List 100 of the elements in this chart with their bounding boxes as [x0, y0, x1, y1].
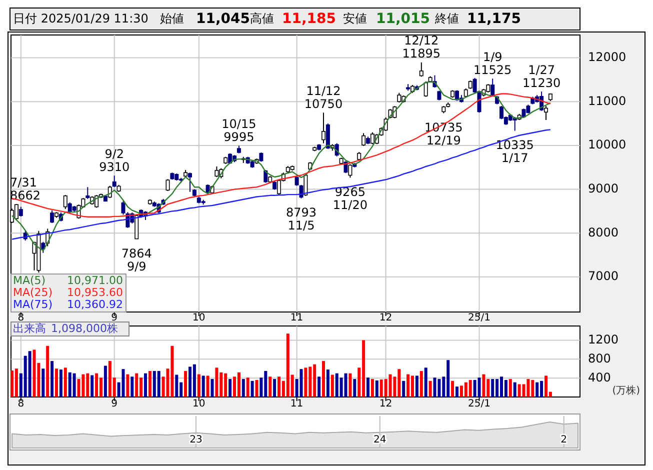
bar: [64, 368, 67, 397]
bar: [72, 373, 76, 397]
annotation: 11/12: [306, 84, 341, 98]
annotation: 10750: [304, 96, 343, 111]
bar: [348, 373, 352, 397]
bar: [130, 376, 134, 397]
x-tick-label: 2: [560, 434, 568, 446]
bar: [370, 379, 374, 397]
bar: [375, 380, 378, 397]
annotation: 10335: [496, 138, 534, 152]
bar: [215, 368, 218, 397]
bar: [175, 374, 178, 397]
bar: [433, 378, 436, 397]
annotation: 10/15: [222, 116, 256, 131]
x-tick-label: 12: [379, 398, 392, 410]
annotation: 7864: [121, 246, 152, 260]
bar: [14, 368, 18, 397]
y-tick-label: 400: [588, 370, 611, 384]
bar: [210, 379, 214, 397]
bar: [237, 372, 240, 397]
bar: [192, 364, 196, 397]
bar: [402, 380, 406, 397]
bar: [144, 373, 147, 397]
x-tick-label: 23: [190, 434, 202, 446]
bar: [438, 379, 441, 397]
bar: [482, 374, 486, 397]
annotation: 9265: [334, 184, 366, 199]
annotation: 9995: [224, 130, 254, 144]
bar: [326, 370, 330, 397]
bar: [228, 379, 232, 397]
bar: [456, 386, 458, 397]
bar: [322, 361, 325, 397]
bar: [255, 380, 258, 397]
bar: [148, 370, 152, 397]
annotation: 10,953.60: [67, 286, 123, 300]
annotation: 1/17: [501, 151, 528, 166]
bar: [206, 376, 210, 397]
y-tick-label: 11000: [588, 94, 626, 108]
x-tick-label: 24: [374, 434, 386, 446]
bar: [126, 374, 130, 397]
bar: [451, 380, 454, 397]
bar: [202, 376, 205, 397]
annotation: 10,971.00: [67, 274, 123, 288]
annotation: 9/2: [104, 146, 124, 161]
x-tick-label: 8: [18, 312, 24, 324]
bar: [504, 380, 508, 397]
bar: [513, 382, 516, 397]
annotation: 1,098,000株: [51, 322, 118, 336]
bar: [135, 373, 138, 397]
bar: [415, 376, 418, 397]
bar: [184, 370, 188, 397]
x-tick-label: 8: [18, 398, 24, 410]
y-tick-label: 1200: [588, 332, 619, 346]
bar: [420, 370, 423, 397]
bar: [353, 379, 356, 397]
bar: [300, 369, 303, 397]
bar: [330, 374, 334, 397]
x-tick-label: 11: [290, 398, 304, 410]
x-tick-label: 10: [192, 312, 206, 324]
bar: [122, 369, 125, 397]
annotation: 8793: [286, 206, 317, 220]
y-tick-label: 12000: [588, 50, 626, 64]
volume-title: 出来高 1,098,000株: [10, 322, 130, 336]
bar: [406, 374, 410, 397]
y-tick-label: 9000: [588, 182, 619, 196]
x-tick-label: 10: [192, 398, 206, 410]
bar: [428, 380, 432, 397]
bar: [90, 375, 94, 397]
annotation: 11/5: [288, 218, 315, 233]
x-tick-label: 9: [111, 398, 118, 410]
bar: [46, 346, 50, 397]
bar: [95, 373, 98, 397]
bar: [491, 379, 494, 397]
bar: [468, 380, 472, 397]
bar: [32, 350, 36, 397]
x-tick-label: 11: [290, 312, 304, 324]
annotation: 11525: [474, 62, 512, 77]
bar: [250, 380, 254, 397]
bar: [197, 374, 200, 397]
annotation: 12/19: [426, 134, 461, 148]
x-tick-label: 25/1: [468, 398, 490, 410]
header: 日付 2025/01/29 11:30 始値 11,045高値 11,185 安値 11,015 終値 11,175: [10, 8, 580, 30]
chart-title: 日付 2025/01/29 11:30: [13, 11, 148, 26]
annotation: 11895: [402, 46, 440, 61]
annotation: 11/20: [332, 198, 368, 212]
bar: [55, 368, 58, 397]
bar: [318, 376, 321, 397]
bar: [268, 376, 272, 397]
x-tick-label: 25/1: [468, 312, 490, 324]
bar: [170, 346, 174, 397]
annotation: 1/9: [482, 50, 502, 64]
bar: [526, 379, 530, 397]
bar: [304, 368, 308, 397]
bar: [242, 379, 245, 397]
bar: [536, 382, 539, 397]
chart-title: 出来高: [13, 322, 46, 336]
bar: [366, 378, 370, 397]
bar: [28, 351, 32, 397]
bar: [424, 368, 428, 397]
y-tick-label: 8000: [588, 225, 619, 240]
